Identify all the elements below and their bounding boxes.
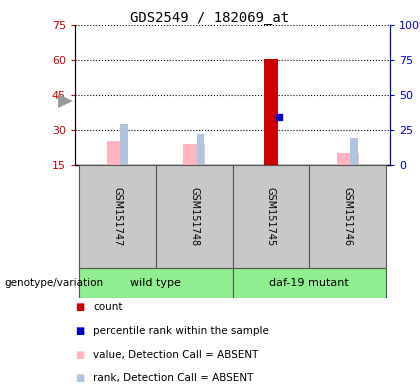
Text: GSM151746: GSM151746 [343,187,353,246]
Text: ■: ■ [76,326,85,336]
Bar [107,141,128,165]
Polygon shape [58,94,73,108]
Bar [156,165,233,268]
Text: genotype/variation: genotype/variation [4,278,103,288]
Text: rank, Detection Call = ABSENT: rank, Detection Call = ABSENT [93,373,254,383]
Text: GDS2549 / 182069_at: GDS2549 / 182069_at [131,11,289,25]
Bar [350,138,358,165]
Text: GSM151745: GSM151745 [266,187,276,246]
Bar [183,144,205,165]
Text: wild type: wild type [130,278,181,288]
Text: daf-19 mutant: daf-19 mutant [270,278,349,288]
Bar [337,153,359,165]
Bar [264,59,278,165]
Text: value, Detection Call = ABSENT: value, Detection Call = ABSENT [93,349,259,359]
Text: count: count [93,302,123,312]
Bar [309,165,386,268]
Text: ■: ■ [76,373,85,383]
Bar [79,268,233,298]
Bar [197,134,205,165]
Text: GSM151747: GSM151747 [112,187,122,246]
Bar [79,165,156,268]
Bar [233,268,386,298]
Text: ■: ■ [76,302,85,312]
Text: percentile rank within the sample: percentile rank within the sample [93,326,269,336]
Bar [120,124,128,165]
Bar [233,165,309,268]
Text: ■: ■ [76,349,85,359]
Text: GSM151748: GSM151748 [189,187,199,246]
